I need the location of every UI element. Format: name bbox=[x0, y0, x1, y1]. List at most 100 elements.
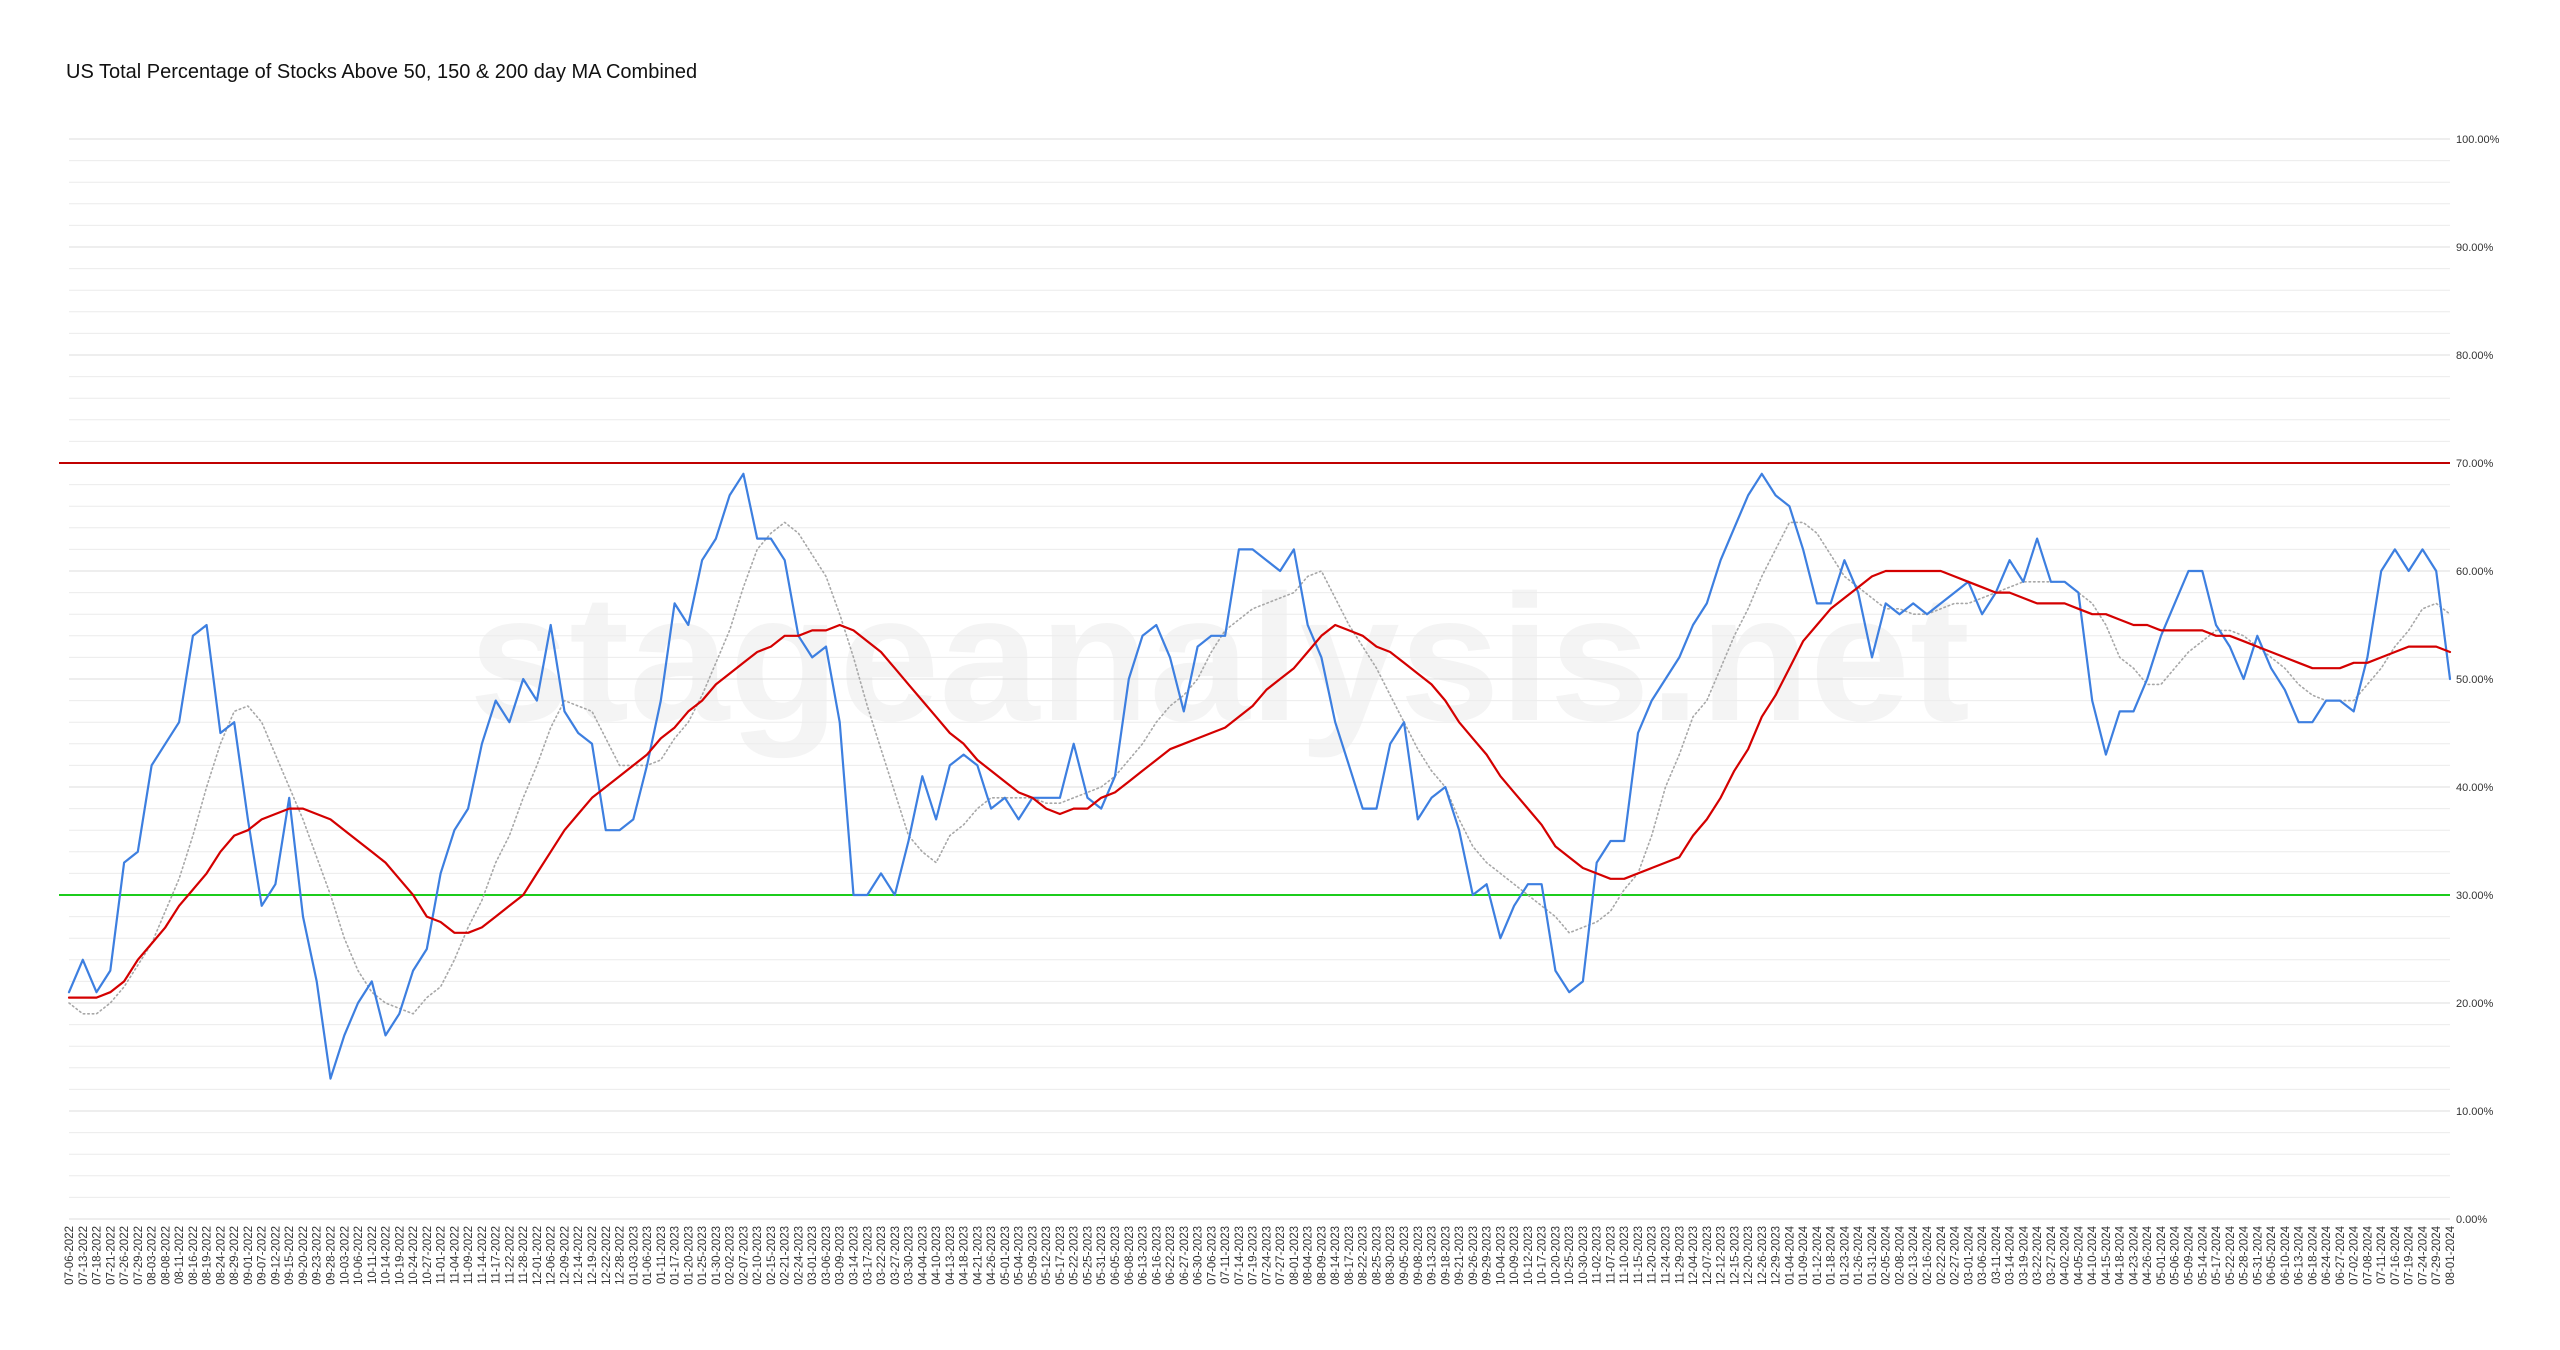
y-tick-label: 60.00% bbox=[2456, 566, 2494, 578]
x-tick-label: 08-16-2022 bbox=[188, 1226, 200, 1285]
x-tick-label: 07-13-2022 bbox=[78, 1226, 90, 1285]
x-tick-label: 06-08-2023 bbox=[1124, 1226, 1136, 1285]
x-tick-label: 10-03-2022 bbox=[339, 1226, 351, 1285]
x-tick-label: 09-12-2022 bbox=[270, 1226, 282, 1285]
x-tick-label: 08-04-2023 bbox=[1303, 1226, 1315, 1285]
x-tick-label: 10-06-2022 bbox=[353, 1226, 365, 1285]
chart-title: US Total Percentage of Stocks Above 50, … bbox=[66, 61, 697, 83]
x-tick-label: 04-26-2024 bbox=[2142, 1225, 2154, 1284]
x-tick-label: 04-10-2024 bbox=[2087, 1225, 2099, 1284]
x-tick-label: 09-05-2023 bbox=[1399, 1226, 1411, 1285]
x-tick-label: 03-06-2023 bbox=[821, 1226, 833, 1285]
x-tick-label: 01-23-2024 bbox=[1839, 1225, 1851, 1284]
x-tick-label: 07-11-2024 bbox=[2376, 1225, 2388, 1284]
x-tick-label: 11-17-2022 bbox=[491, 1226, 503, 1284]
x-tick-label: 02-05-2024 bbox=[1881, 1225, 1893, 1284]
x-tick-label: 09-26-2023 bbox=[1468, 1226, 1480, 1285]
x-tick-label: 03-09-2023 bbox=[835, 1226, 847, 1285]
x-tick-label: 08-09-2023 bbox=[1316, 1226, 1328, 1285]
y-tick-label: 90.00% bbox=[2456, 242, 2494, 254]
y-tick-label: 50.00% bbox=[2456, 674, 2494, 686]
x-tick-label: 09-07-2022 bbox=[257, 1226, 269, 1285]
x-tick-label: 07-16-2024 bbox=[2390, 1225, 2402, 1284]
x-tick-label: 12-06-2022 bbox=[546, 1226, 558, 1285]
x-tick-label: 04-18-2024 bbox=[2115, 1225, 2127, 1284]
y-tick-label: 100.00% bbox=[2456, 134, 2500, 146]
x-tick-label: 12-07-2023 bbox=[1702, 1226, 1714, 1285]
x-tick-label: 11-04-2022 bbox=[449, 1226, 461, 1284]
x-tick-label: 05-04-2023 bbox=[1014, 1226, 1026, 1285]
x-tick-label: 05-25-2023 bbox=[1082, 1226, 1094, 1285]
x-tick-label: 01-25-2023 bbox=[697, 1226, 709, 1285]
x-tick-label: 12-12-2023 bbox=[1716, 1226, 1728, 1285]
x-tick-label: 09-13-2023 bbox=[1427, 1226, 1439, 1285]
x-tick-label: 11-22-2022 bbox=[504, 1226, 516, 1284]
x-tick-label: 10-17-2023 bbox=[1537, 1226, 1549, 1285]
x-tick-label: 03-17-2023 bbox=[862, 1226, 874, 1285]
x-tick-label: 07-26-2022 bbox=[119, 1226, 131, 1285]
x-tick-label: 12-01-2022 bbox=[532, 1226, 544, 1285]
x-tick-label: 04-05-2024 bbox=[2073, 1225, 2085, 1284]
x-tick-label: 10-27-2022 bbox=[422, 1226, 434, 1285]
x-tick-label: 12-28-2022 bbox=[615, 1226, 627, 1285]
x-tick-label: 09-23-2022 bbox=[312, 1226, 324, 1285]
y-tick-label: 40.00% bbox=[2456, 782, 2494, 794]
x-tick-label: 12-20-2023 bbox=[1743, 1226, 1755, 1285]
x-tick-label: 05-01-2023 bbox=[1000, 1226, 1012, 1285]
x-tick-label: 07-06-2023 bbox=[1206, 1226, 1218, 1285]
x-tick-label: 04-02-2024 bbox=[2060, 1225, 2072, 1284]
x-tick-label: 06-22-2023 bbox=[1165, 1226, 1177, 1285]
x-tick-label: 01-09-2024 bbox=[1798, 1225, 1810, 1284]
y-tick-label: 10.00% bbox=[2456, 1106, 2494, 1118]
x-tick-label: 01-04-2024 bbox=[1784, 1225, 1796, 1284]
x-tick-label: 10-11-2022 bbox=[367, 1226, 379, 1284]
x-tick-label: 03-14-2023 bbox=[848, 1226, 860, 1285]
x-tick-label: 07-08-2024 bbox=[2362, 1225, 2374, 1284]
x-tick-label: 05-09-2024 bbox=[2184, 1225, 2196, 1284]
x-tick-label: 02-15-2023 bbox=[766, 1226, 778, 1285]
x-tick-label: 10-09-2023 bbox=[1509, 1226, 1521, 1285]
x-tick-label: 07-02-2024 bbox=[2349, 1225, 2361, 1284]
x-tick-label: 08-17-2023 bbox=[1344, 1226, 1356, 1285]
x-tick-label: 08-19-2022 bbox=[202, 1226, 214, 1285]
x-tick-label: 05-14-2024 bbox=[2197, 1225, 2209, 1284]
x-tick-label: 02-27-2024 bbox=[1950, 1225, 1962, 1284]
x-tick-label: 06-05-2023 bbox=[1110, 1226, 1122, 1285]
x-tick-label: 02-22-2024 bbox=[1936, 1225, 1948, 1284]
x-tick-label: 03-27-2023 bbox=[890, 1226, 902, 1285]
x-tick-label: 07-29-2024 bbox=[2431, 1225, 2443, 1284]
x-tick-label: 02-10-2023 bbox=[752, 1226, 764, 1285]
x-tick-label: 02-16-2024 bbox=[1922, 1225, 1934, 1284]
x-tick-label: 02-24-2023 bbox=[793, 1226, 805, 1285]
x-tick-label: 01-06-2023 bbox=[642, 1226, 654, 1285]
x-tick-label: 12-09-2022 bbox=[559, 1226, 571, 1285]
x-tick-label: 12-19-2022 bbox=[587, 1226, 599, 1285]
x-tick-label: 04-04-2023 bbox=[917, 1226, 929, 1285]
x-tick-label: 04-21-2023 bbox=[972, 1226, 984, 1285]
x-tick-label: 07-19-2023 bbox=[1248, 1226, 1260, 1285]
x-tick-label: 05-17-2023 bbox=[1055, 1226, 1067, 1285]
x-tick-label: 03-19-2024 bbox=[2018, 1225, 2030, 1284]
x-tick-label: 01-11-2023 bbox=[656, 1226, 668, 1284]
x-tick-label: 06-27-2024 bbox=[2335, 1225, 2347, 1284]
x-tick-label: 07-06-2022 bbox=[64, 1226, 76, 1285]
x-tick-label: 08-08-2022 bbox=[160, 1226, 172, 1285]
x-tick-label: 08-22-2023 bbox=[1358, 1226, 1370, 1285]
y-tick-label: 80.00% bbox=[2456, 350, 2494, 362]
y-tick-label: 70.00% bbox=[2456, 458, 2494, 470]
x-tick-label: 11-20-2023 bbox=[1647, 1226, 1659, 1284]
x-tick-label: 09-01-2022 bbox=[243, 1226, 255, 1285]
x-tick-label: 10-24-2022 bbox=[408, 1226, 420, 1285]
x-tick-label: 10-12-2023 bbox=[1523, 1226, 1535, 1285]
x-tick-label: 02-13-2024 bbox=[1908, 1225, 1920, 1284]
x-tick-label: 10-14-2022 bbox=[381, 1226, 393, 1285]
x-tick-label: 09-21-2023 bbox=[1454, 1226, 1466, 1285]
x-tick-label: 01-12-2024 bbox=[1812, 1225, 1824, 1284]
x-tick-label: 12-14-2022 bbox=[573, 1226, 585, 1285]
x-tick-label: 11-29-2023 bbox=[1674, 1226, 1686, 1284]
series-line bbox=[67, 472, 2452, 1080]
x-tick-label: 05-22-2024 bbox=[2225, 1225, 2237, 1284]
x-tick-label: 01-17-2023 bbox=[670, 1226, 682, 1285]
